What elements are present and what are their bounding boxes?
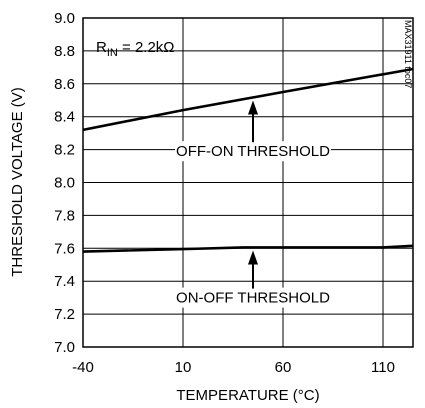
series-label-1: OFF-ON THRESHOLD xyxy=(176,143,330,160)
y-tick-label: 8.6 xyxy=(54,76,75,93)
x-axis-title: TEMPERATURE (°C) xyxy=(176,387,319,404)
y-axis-title: THRESHOLD VOLTAGE (V) xyxy=(9,87,26,276)
y-tick-label: 8.0 xyxy=(54,175,75,192)
part-number-label: MAX31911 toc07 xyxy=(403,20,413,88)
annotation-group: OFF-ON THRESHOLD ON-OFF THRESHOLD xyxy=(175,100,331,308)
y-tick-label: 8.8 xyxy=(54,43,75,60)
x-tick-label: 110 xyxy=(371,359,395,376)
x-tick-labels: -40 10 60 110 xyxy=(72,359,395,376)
series-line-1 xyxy=(82,67,414,132)
y-tick-label: 7.4 xyxy=(54,273,75,290)
y-tick-label: 8.2 xyxy=(54,142,75,159)
series-label-2: ON-OFF THRESHOLD xyxy=(176,290,330,307)
y-tick-label: 7.8 xyxy=(54,207,75,224)
condition-value: = 2.2kΩ xyxy=(118,39,175,56)
y-tick-label: 7.0 xyxy=(54,339,75,356)
y-tick-label: 8.4 xyxy=(54,109,75,126)
y-tick-label: 7.6 xyxy=(54,240,75,257)
annotation-arrow-head xyxy=(248,250,258,265)
plot-frame xyxy=(82,17,414,348)
condition-label: RIN = 2.2kΩ xyxy=(96,39,175,59)
y-tick-label: 9.0 xyxy=(54,10,75,27)
series-group xyxy=(82,67,414,253)
annotation-label-bg xyxy=(175,141,331,162)
annotation-arrow-head xyxy=(248,100,258,115)
y-tick-label: 7.2 xyxy=(54,306,75,323)
x-tick-label: -40 xyxy=(72,359,94,376)
y-tick-labels: 7.0 7.2 7.4 7.6 7.8 8.0 8.2 8.4 8.6 8.8 9.0 xyxy=(54,10,75,356)
x-tick-label: 60 xyxy=(275,359,292,376)
annotation-label-bg xyxy=(175,287,331,308)
x-tick-label: 10 xyxy=(175,359,192,376)
series-line-2 xyxy=(82,244,414,253)
condition-subscript: IN xyxy=(107,47,118,59)
